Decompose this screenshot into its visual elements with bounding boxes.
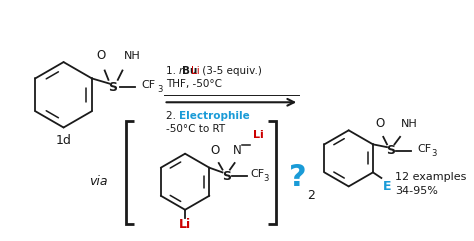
Text: via: via	[89, 175, 108, 188]
Text: Li: Li	[179, 218, 191, 231]
Text: NH: NH	[124, 51, 141, 60]
Text: THF, -50°C: THF, -50°C	[166, 79, 222, 89]
Text: (3-5 equiv.): (3-5 equiv.)	[199, 66, 262, 76]
Text: 34-95%: 34-95%	[395, 186, 438, 196]
Text: n: n	[178, 66, 185, 76]
Text: E: E	[383, 180, 391, 193]
Text: Li: Li	[253, 130, 264, 140]
Text: 2: 2	[307, 189, 315, 202]
Text: Bu: Bu	[182, 66, 198, 76]
Text: Electrophile: Electrophile	[179, 111, 249, 121]
Text: O: O	[96, 49, 106, 62]
Text: N: N	[233, 144, 242, 157]
Text: ?: ?	[289, 162, 306, 192]
Text: 12 examples: 12 examples	[395, 172, 467, 182]
Text: O: O	[375, 117, 384, 130]
Text: CF: CF	[251, 169, 264, 179]
Text: 1.: 1.	[166, 66, 180, 76]
Text: 1d: 1d	[55, 134, 72, 147]
Text: 3: 3	[264, 174, 269, 183]
Text: Li: Li	[191, 66, 199, 76]
Text: CF: CF	[417, 144, 431, 154]
Text: S: S	[386, 144, 395, 157]
Text: S: S	[109, 81, 118, 94]
Text: 3: 3	[431, 149, 437, 158]
Text: -50°C to RT: -50°C to RT	[166, 124, 226, 134]
Text: 3: 3	[157, 85, 163, 94]
Text: CF: CF	[141, 80, 155, 89]
Text: 2.: 2.	[166, 111, 180, 121]
Text: NH: NH	[401, 119, 418, 129]
Text: S: S	[222, 170, 231, 183]
Text: O: O	[210, 144, 219, 157]
